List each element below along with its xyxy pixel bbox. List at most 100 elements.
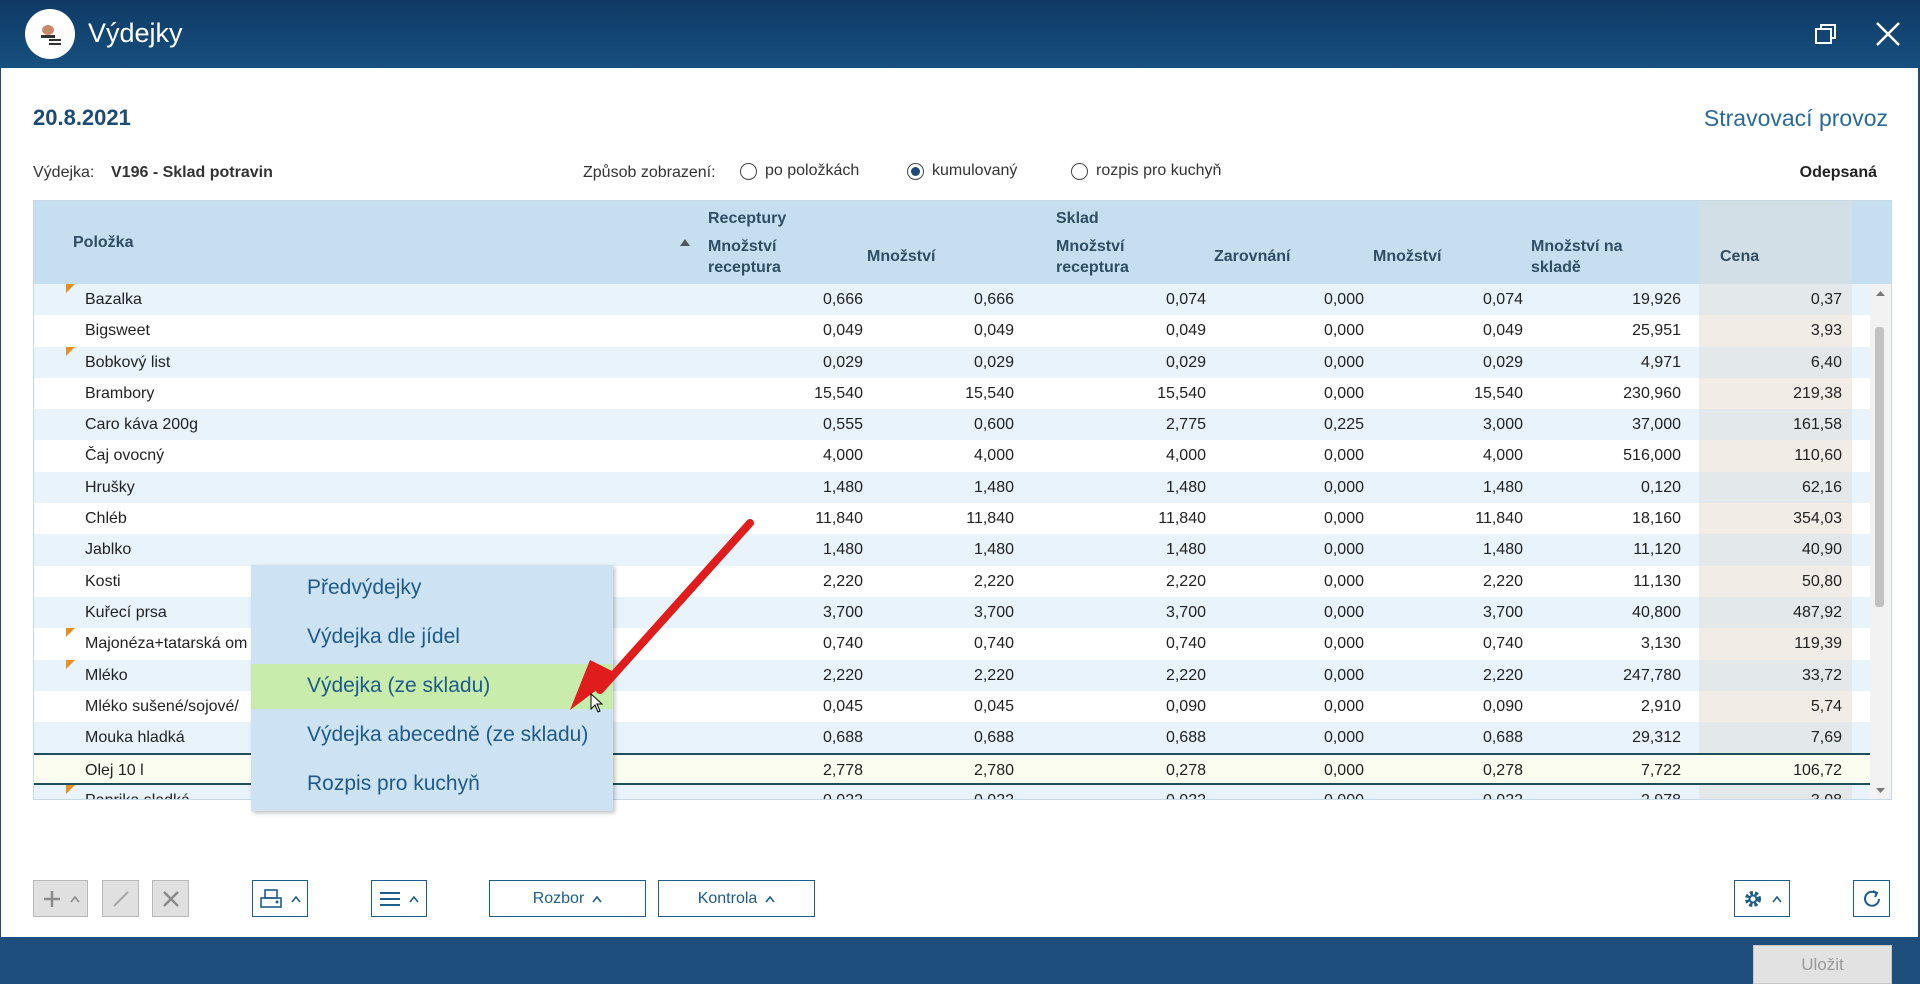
group-receptury: Receptury xyxy=(708,210,787,227)
delete-icon xyxy=(162,890,179,907)
row-cell-value: 0,000 xyxy=(1323,353,1364,371)
row-cell-value: 0,090 xyxy=(1165,697,1206,715)
rozbor-label: Rozbor xyxy=(532,889,585,907)
chevron-up-icon xyxy=(409,895,419,902)
rozbor-button[interactable]: Rozbor xyxy=(489,880,646,917)
note-flag-icon xyxy=(66,346,75,356)
row-cell-value: 0,740 xyxy=(1482,635,1523,653)
table-row[interactable]: Hrušky 1,480 1,480 1,480 0,000 1,480 0,120 62,1… xyxy=(34,471,1872,504)
scrollbar-thumb[interactable] xyxy=(1875,327,1884,607)
col-polozka[interactable]: Položka xyxy=(73,234,134,251)
row-cell-value: 0,000 xyxy=(1323,541,1364,559)
row-cell-value: 7,69 xyxy=(1810,729,1842,747)
radio-circle-checked xyxy=(907,162,924,180)
row-cell-value: 0,740 xyxy=(1165,635,1206,653)
menu-item-vydejka-ze-skladu[interactable]: Výdejka (ze skladu) xyxy=(251,664,613,709)
row-cell-value: 2,220 xyxy=(973,572,1014,590)
refresh-icon xyxy=(1863,889,1880,907)
menu-item-vydejka-dle-jidel[interactable]: Výdejka dle jídel xyxy=(307,625,460,648)
chevron-up-icon xyxy=(291,895,301,902)
table-row[interactable]: Čaj ovocný 4,000 4,000 4,000 0,000 4,000 516,0… xyxy=(34,440,1872,472)
table-row[interactable]: Jablko 1,480 1,480 1,480 0,000 1,480 11,120 40,… xyxy=(34,534,1872,566)
row-cell-value: 2,220 xyxy=(1482,572,1523,590)
row-cell-value: 0,049 xyxy=(973,322,1014,340)
edit-button[interactable] xyxy=(102,880,139,917)
radio-po-polozkach[interactable]: po položkách xyxy=(740,162,859,180)
refresh-button[interactable] xyxy=(1853,880,1890,917)
print-button[interactable] xyxy=(252,880,308,917)
col-s-mnozstvi-receptura[interactable]: Množství receptura xyxy=(1056,238,1129,276)
menu-item-predvydejky[interactable]: Předvýdejky xyxy=(307,576,422,599)
scroll-up-icon xyxy=(1876,291,1885,296)
window-title: Výdejky xyxy=(88,18,183,48)
row-cell-value: 0,688 xyxy=(822,729,863,747)
close-icon[interactable] xyxy=(1870,16,1906,52)
row-cell-value: 15,540 xyxy=(965,384,1014,402)
row-cell-value: 40,800 xyxy=(1632,603,1681,621)
row-cell-value: 11,840 xyxy=(815,510,863,528)
row-cell-value: 0,022 xyxy=(698,792,863,799)
row-cell-value: 2,220 xyxy=(1165,572,1206,590)
row-item-name: Olej 10 l xyxy=(85,762,144,780)
row-cell-value: 4,000 xyxy=(822,447,863,465)
col-s-mnozstvi[interactable]: Množství xyxy=(1373,248,1442,265)
row-cell-value: 37,000 xyxy=(1632,416,1681,434)
row-item-name: Kosti xyxy=(85,572,121,590)
table-body: Bazalka 0,666 0,666 0,074 0,000 0,074 19,926 0,… xyxy=(34,284,1872,799)
row-cell-value: 25,951 xyxy=(1632,322,1681,340)
table-row[interactable]: Chléb 11,840 11,840 11,840 0,000 11,840 18,160… xyxy=(34,503,1872,535)
gear-icon xyxy=(1745,890,1761,907)
table-row[interactable]: Bazalka 0,666 0,666 0,074 0,000 0,074 19,926 0,… xyxy=(34,284,1872,316)
settings-button[interactable] xyxy=(1734,880,1790,917)
save-button[interactable]: Uložit xyxy=(1753,945,1892,984)
menu-item-rozpis-pro-kuchyn[interactable]: Rozpis pro kuchyň xyxy=(307,772,480,795)
row-cell-value: 1,480 xyxy=(973,478,1014,496)
row-cell-value: 0,049 xyxy=(822,322,863,340)
row-cell-value: 62,16 xyxy=(1801,478,1842,496)
menu-item-vydejka-abecedne[interactable]: Výdejka abecedně (ze skladu) xyxy=(307,723,589,746)
delete-button[interactable] xyxy=(152,880,189,917)
row-cell-value: 4,971 xyxy=(1640,353,1681,371)
col-cena[interactable]: Cena xyxy=(1720,248,1760,265)
row-cell-value: 5,74 xyxy=(1810,697,1842,715)
kontrola-label: Kontrola xyxy=(697,889,758,907)
row-cell-value: 0,555 xyxy=(822,416,863,434)
vertical-scrollbar[interactable] xyxy=(1870,284,1891,799)
radio-kumulovany[interactable]: kumulovaný xyxy=(907,162,1017,180)
row-cell-value: 4,000 xyxy=(1482,447,1523,465)
row-cell-value: 19,926 xyxy=(1632,291,1681,308)
row-cell-value: 0,225 xyxy=(1323,416,1364,434)
row-cell-value: 354,03 xyxy=(1793,510,1842,528)
add-button[interactable] xyxy=(33,880,88,917)
row-cell-value: 0,688 xyxy=(973,729,1014,747)
col-s-na-sklade[interactable]: Množství na skladě xyxy=(1531,238,1623,276)
row-cell-value: 0,000 xyxy=(1323,762,1364,780)
kontrola-button[interactable]: Kontrola xyxy=(658,880,815,917)
table-row[interactable]: Caro káva 200g 0,555 0,600 2,775 0,225 3,000 3… xyxy=(34,409,1872,441)
row-cell-value: 0,000 xyxy=(1323,697,1364,715)
row-item-name: Bazalka xyxy=(85,291,142,308)
col-s-zarovnani[interactable]: Zarovnání xyxy=(1214,248,1291,265)
table-row[interactable]: Brambory 15,540 15,540 15,540 0,000 15,540 230… xyxy=(34,377,1872,410)
row-cell-value: 0,045 xyxy=(973,697,1014,715)
red-arrow-annotation xyxy=(570,519,754,710)
row-cell-value: 2,220 xyxy=(822,572,863,590)
row-cell-value: 0,688 xyxy=(1165,729,1206,747)
row-cell-value: 0,000 xyxy=(1323,510,1364,528)
items-table[interactable]: Položka Receptury Sklad Množství receptur… xyxy=(33,200,1892,800)
title-bar: Výdejky xyxy=(0,0,1920,68)
row-cell-value: 516,000 xyxy=(1623,447,1681,465)
row-item-name: Hrušky xyxy=(85,478,135,496)
radio-rozpis-pro-kuchyn[interactable]: rozpis pro kuchyň xyxy=(1071,162,1221,180)
menu-button[interactable] xyxy=(371,880,427,917)
row-cell-value: 0,688 xyxy=(1482,729,1523,747)
table-row[interactable]: Bobkový list 0,029 0,029 0,029 0,000 0,029 4,9… xyxy=(34,346,1872,378)
restore-icon[interactable] xyxy=(1808,16,1844,52)
row-item-name: Kuřecí prsa xyxy=(85,603,167,621)
row-cell-value: 0,600 xyxy=(973,416,1014,434)
table-row[interactable]: Bigsweet 0,049 0,049 0,049 0,000 0,049 25,951 3… xyxy=(34,315,1872,347)
row-cell-value: 0,029 xyxy=(1165,353,1206,371)
col-r-mnozstvi-receptura[interactable]: Množství receptura xyxy=(708,238,781,276)
col-r-mnozstvi[interactable]: Množství xyxy=(867,248,936,265)
row-cell-value: 0,740 xyxy=(822,635,863,653)
